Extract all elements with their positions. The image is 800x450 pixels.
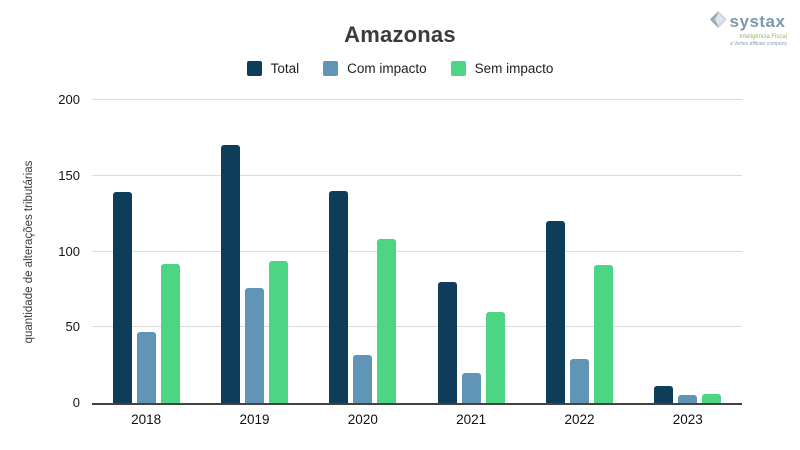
bar-group-2020: 2020 bbox=[309, 100, 417, 427]
bar-2020-sem-impacto[interactable] bbox=[377, 239, 397, 403]
x-axis-label-2018: 2018 bbox=[131, 412, 162, 427]
gridline-50 bbox=[92, 326, 742, 328]
legend-item-total[interactable]: Total bbox=[246, 61, 300, 76]
bar-2022-sem-impacto[interactable] bbox=[593, 265, 613, 403]
x-axis-label-2023: 2023 bbox=[672, 412, 703, 427]
bar-2019-com-impacto[interactable] bbox=[244, 287, 264, 403]
bar-2018-sem-impacto[interactable] bbox=[160, 263, 180, 403]
legend-item-sem-impacto[interactable]: Sem impacto bbox=[450, 61, 554, 76]
systax-logo: systax Inteligência Fiscal a Vertex affi… bbox=[701, 10, 793, 47]
legend-item-com-impacto[interactable]: Com impacto bbox=[323, 61, 427, 76]
legend-swatch-total bbox=[246, 61, 262, 76]
bar-2022-com-impacto[interactable] bbox=[569, 359, 589, 403]
bar-group-2023: 2023 bbox=[634, 100, 742, 427]
x-axis-label-2020: 2020 bbox=[347, 412, 378, 427]
bar-groups: 2018 2019 2020 2021 2022 2023 bbox=[92, 100, 742, 427]
bar-2023-sem-impacto[interactable] bbox=[702, 393, 722, 403]
legend-swatch-com-impacto bbox=[323, 61, 339, 76]
legend-label-total: Total bbox=[270, 61, 300, 76]
chart-title: Amazonas bbox=[344, 22, 456, 47]
bar-group-2018: 2018 bbox=[92, 100, 200, 427]
bar-2020-total[interactable] bbox=[329, 190, 349, 403]
bar-2021-sem-impacto[interactable] bbox=[485, 312, 505, 403]
chart-legend: Total Com impacto Sem impacto bbox=[0, 61, 800, 76]
systax-logo-tagline: Inteligência Fiscal bbox=[739, 34, 787, 40]
legend-swatch-sem-impacto bbox=[450, 61, 466, 76]
bar-2020-com-impacto[interactable] bbox=[353, 354, 373, 403]
bar-2021-com-impacto[interactable] bbox=[461, 372, 481, 403]
bar-2023-com-impacto[interactable] bbox=[678, 395, 698, 403]
y-tick-label-0: 0 bbox=[72, 395, 80, 410]
gridline-100 bbox=[92, 250, 742, 252]
legend-label-com-impacto: Com impacto bbox=[347, 61, 427, 76]
x-axis-label-2022: 2022 bbox=[564, 412, 595, 427]
bar-2019-total[interactable] bbox=[220, 145, 240, 403]
y-tick-label-150: 150 bbox=[58, 167, 80, 183]
bar-2021-total[interactable] bbox=[437, 281, 457, 403]
bar-group-2019: 2019 bbox=[200, 100, 308, 427]
systax-logo-wordmark: systax bbox=[729, 12, 786, 31]
y-tick-label-200: 200 bbox=[58, 92, 80, 107]
gridline-200 bbox=[92, 99, 742, 100]
legend-label-sem-impacto: Sem impacto bbox=[474, 61, 554, 76]
systax-logo-subtext: a Vertex affiliate company bbox=[729, 41, 787, 47]
bar-2022-total[interactable] bbox=[545, 221, 565, 403]
bar-group-2021: 2021 bbox=[417, 100, 525, 427]
plot-area: 2018 2019 2020 2021 2022 2023 bbox=[92, 99, 742, 427]
bar-2019-sem-impacto[interactable] bbox=[268, 260, 288, 403]
y-tick-label-50: 50 bbox=[65, 319, 80, 335]
bar-2018-com-impacto[interactable] bbox=[136, 331, 156, 403]
y-tick-label-100: 100 bbox=[58, 243, 80, 259]
bar-group-2022: 2022 bbox=[525, 100, 633, 427]
gridline-150 bbox=[92, 174, 742, 176]
bar-2023-total[interactable] bbox=[654, 386, 674, 403]
systax-diamond-icon bbox=[709, 10, 728, 33]
x-axis-label-2021: 2021 bbox=[456, 412, 487, 427]
bar-2018-total[interactable] bbox=[112, 192, 132, 403]
systax-logo-row: systax bbox=[709, 10, 786, 33]
x-axis-label-2019: 2019 bbox=[239, 412, 270, 427]
